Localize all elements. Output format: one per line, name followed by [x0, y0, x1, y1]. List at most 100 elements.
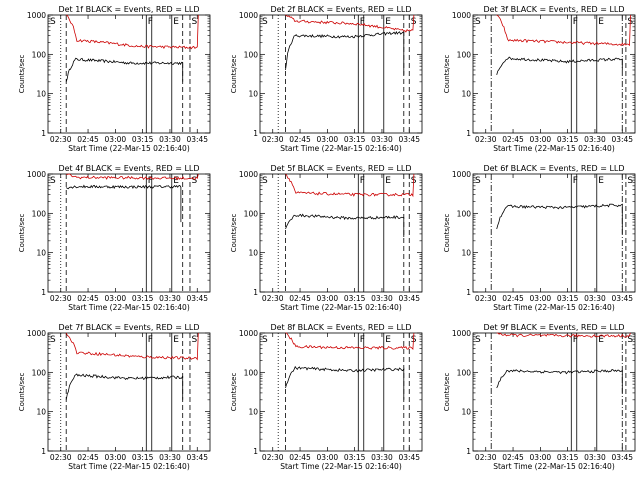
event-marker-label: F: [573, 335, 578, 345]
x-tick-label: 03:15: [132, 135, 154, 144]
panel-title: Det 8f BLACK = Events, RED = LLD: [270, 323, 411, 332]
x-tick-label: 03:30: [159, 453, 181, 462]
x-tick-label: 03:00: [317, 294, 339, 303]
x-tick-label: 03:15: [557, 453, 579, 462]
events-series-line: [496, 369, 623, 393]
y-tick-label: 100: [32, 368, 47, 377]
x-tick-label: 03:15: [344, 135, 366, 144]
detector-panel-5: Det 5f BLACK = Events, RED = LLD 1 10 100 10…: [230, 164, 423, 312]
y-tick-label: 1000: [452, 329, 471, 338]
event-marker-label: E: [598, 176, 604, 186]
x-tick-label: 03:30: [371, 135, 393, 144]
x-tick-label: 03:00: [317, 135, 339, 144]
x-tick-label: 03:45: [186, 135, 208, 144]
event-marker-label: S: [191, 335, 197, 345]
y-axis-title: Counts/sec: [443, 55, 451, 94]
detector-panel-8: Det 8f BLACK = Events, RED = LLD 1 10 100 10…: [230, 323, 423, 471]
x-axis-title: Start Time (22-Mar-15 02:16:40): [493, 462, 615, 471]
y-tick-label: 1000: [239, 329, 258, 338]
event-marker-label: F: [360, 17, 365, 27]
y-tick-label: 1: [253, 288, 258, 297]
plot-frame: [47, 173, 211, 293]
lld-series-line: [285, 332, 415, 351]
event-marker-label: E: [173, 176, 179, 186]
y-tick-label: 1000: [27, 170, 46, 179]
lld-series-line: [65, 332, 199, 361]
y-tick-label: 10: [36, 408, 46, 417]
event-marker-label: F: [360, 176, 365, 186]
events-series-line: [65, 373, 184, 400]
y-axis-title: Counts/sec: [443, 373, 451, 412]
panel-corner-label: S: [262, 335, 268, 345]
x-tick-label: 02:30: [50, 294, 72, 303]
y-tick-label: 100: [244, 50, 259, 59]
panel-title: Det 4f BLACK = Events, RED = LLD: [58, 164, 199, 173]
event-marker-label: E: [385, 17, 391, 27]
event-marker-label: E: [598, 335, 604, 345]
panel-corner-label: S: [50, 335, 56, 345]
x-tick-label: 02:45: [77, 294, 99, 303]
x-axis-title: Start Time (22-Mar-15 02:16:40): [493, 303, 615, 312]
y-tick-label: 100: [457, 368, 472, 377]
plot-frame: [259, 173, 423, 293]
x-axis-title: Start Time (22-Mar-15 02:16:40): [280, 303, 402, 312]
x-tick-label: 02:30: [262, 294, 284, 303]
x-tick-label: 03:45: [611, 135, 633, 144]
panel-corner-label: S: [475, 176, 481, 186]
y-tick-label: 10: [36, 249, 46, 258]
y-tick-label: 100: [457, 50, 472, 59]
y-tick-label: 10: [248, 408, 258, 417]
y-tick-label: 1000: [239, 11, 258, 20]
y-tick-label: 1: [466, 447, 471, 456]
x-tick-label: 03:00: [105, 453, 127, 462]
event-marker-label: S: [191, 17, 197, 27]
panel-corner-label: S: [475, 335, 481, 345]
event-marker-label: E: [173, 17, 179, 27]
y-tick-label: 1000: [27, 329, 46, 338]
x-tick-label: 02:30: [475, 453, 497, 462]
x-tick-label: 03:45: [398, 453, 420, 462]
x-tick-label: 03:45: [611, 294, 633, 303]
event-marker-label: E: [598, 17, 604, 27]
x-tick-label: 02:45: [289, 294, 311, 303]
x-tick-label: 02:30: [50, 453, 72, 462]
y-tick-label: 1: [41, 129, 46, 138]
x-tick-label: 02:45: [502, 453, 524, 462]
y-tick-label: 1: [41, 447, 46, 456]
y-tick-label: 10: [461, 90, 471, 99]
x-tick-label: 03:30: [584, 294, 606, 303]
y-axis-title: Counts/sec: [18, 214, 26, 253]
panel-corner-label: S: [50, 17, 56, 27]
x-tick-label: 02:45: [502, 294, 524, 303]
x-tick-label: 02:30: [50, 135, 72, 144]
x-tick-label: 03:00: [530, 294, 552, 303]
event-marker-label: S: [627, 335, 633, 345]
x-axis-title: Start Time (22-Mar-15 02:16:40): [493, 144, 615, 153]
events-series-line: [496, 203, 623, 234]
x-tick-label: 03:45: [611, 453, 633, 462]
events-series-line: [65, 57, 184, 82]
x-tick-label: 02:45: [502, 135, 524, 144]
y-axis-title: Counts/sec: [18, 55, 26, 94]
y-tick-label: 100: [457, 209, 472, 218]
panel-title: Det 1f BLACK = Events, RED = LLD: [58, 5, 199, 14]
x-tick-label: 03:30: [584, 135, 606, 144]
x-axis-title: Start Time (22-Mar-15 02:16:40): [68, 303, 190, 312]
x-axis-title: Start Time (22-Mar-15 02:16:40): [68, 462, 190, 471]
events-series-line: [65, 184, 182, 223]
x-tick-label: 03:45: [186, 453, 208, 462]
y-tick-label: 100: [32, 209, 47, 218]
x-tick-label: 03:15: [132, 453, 154, 462]
panel-corner-label: S: [50, 176, 56, 186]
lld-series-line: [496, 14, 631, 47]
x-tick-label: 03:00: [530, 135, 552, 144]
y-tick-label: 10: [248, 90, 258, 99]
y-tick-label: 100: [32, 50, 47, 59]
x-axis-title: Start Time (22-Mar-15 02:16:40): [280, 462, 402, 471]
y-tick-label: 1: [253, 129, 258, 138]
x-axis-title: Start Time (22-Mar-15 02:16:40): [68, 144, 190, 153]
event-marker-label: F: [148, 17, 153, 27]
event-marker-label: F: [573, 176, 578, 186]
x-tick-label: 03:00: [105, 294, 127, 303]
x-tick-label: 03:15: [557, 135, 579, 144]
